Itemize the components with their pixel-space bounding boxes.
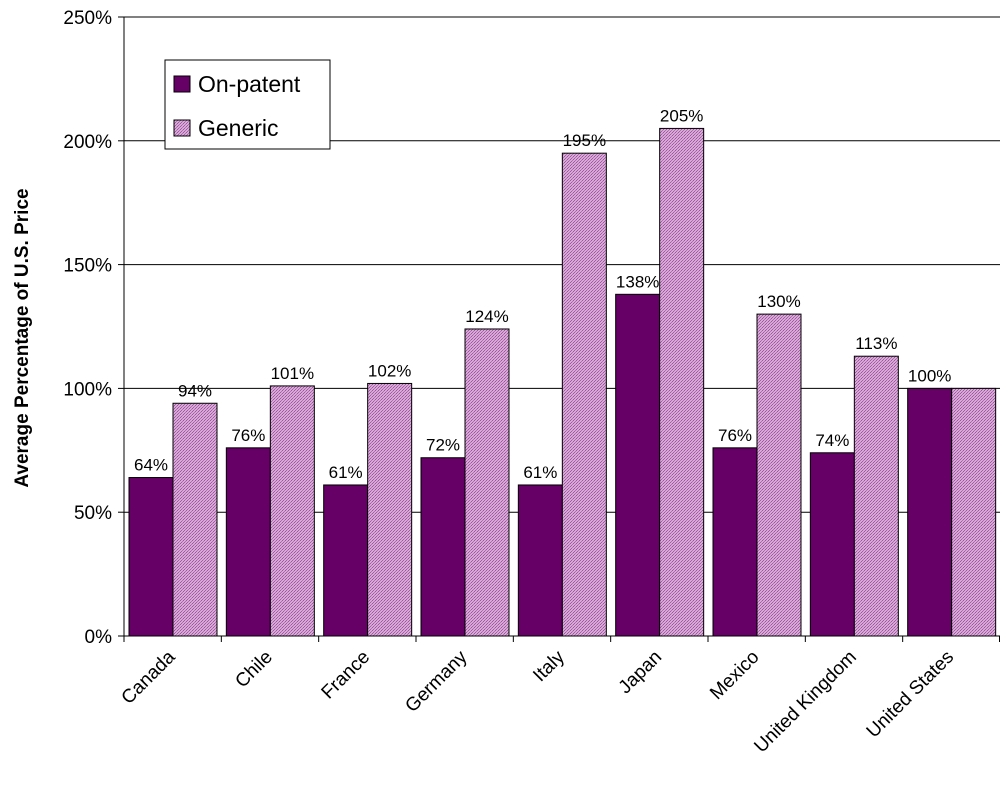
x-tick-label: Canada (118, 646, 180, 708)
y-tick-label: 200% (63, 132, 112, 153)
data-label: 124% (465, 307, 508, 326)
data-labels: 64% 94% 76% 101% 61% 102% 72% 124% 61% 195% 138% 20… (134, 106, 951, 482)
y-tick-label: 50% (74, 503, 112, 524)
data-label: 74% (815, 431, 849, 450)
data-label: 76% (718, 426, 752, 445)
x-tick-label: Mexico (706, 647, 763, 704)
bar-generic (269, 385, 315, 637)
bar-on-patent (323, 484, 369, 637)
data-label: 94% (178, 381, 212, 400)
y-tick-label: 0% (85, 627, 113, 648)
x-tick-label: Japan (615, 647, 666, 698)
bars (128, 127, 997, 637)
y-tick-label: 100% (63, 379, 112, 400)
bar-on-patent (225, 447, 271, 637)
x-tick-label: France (318, 647, 375, 704)
data-label: 101% (271, 364, 314, 383)
data-label: 100% (908, 366, 951, 385)
data-label: 76% (231, 426, 265, 445)
data-label: 64% (134, 456, 168, 475)
data-label: 61% (329, 463, 363, 482)
data-label: 130% (757, 292, 800, 311)
bar-on-patent (517, 484, 563, 637)
bar-on-patent (615, 293, 661, 637)
data-label: 102% (368, 361, 411, 380)
bar-on-patent (809, 452, 855, 637)
legend-label-on-patent: On-patent (198, 71, 301, 97)
bar-on-patent (907, 387, 953, 637)
data-label: 113% (855, 334, 897, 353)
y-tick-label: 250% (63, 8, 112, 29)
legend-box (164, 59, 331, 150)
data-label: 205% (660, 106, 703, 125)
legend-label-generic: Generic (198, 115, 279, 141)
x-tick-label: Italy (529, 646, 569, 686)
x-tick-label: United Kingdom (750, 647, 860, 757)
x-tick-label: United States (863, 647, 959, 743)
y-axis-title: Average Percentage of U.S. Price (12, 188, 33, 487)
bar-generic (853, 355, 899, 637)
bar-generic (172, 402, 218, 637)
legend-swatch-generic (173, 119, 191, 137)
bar-on-patent (420, 457, 466, 637)
data-label: 195% (563, 131, 606, 150)
x-tick-label: Chile (231, 647, 276, 692)
data-label: 72% (426, 436, 460, 455)
legend-swatch-on-patent (173, 75, 191, 93)
bar-generic (951, 387, 997, 637)
data-label: 138% (616, 272, 659, 291)
bar-generic (756, 313, 802, 637)
bar-on-patent (128, 477, 174, 637)
bar-generic (367, 382, 413, 637)
x-tick-label: Germany (401, 646, 471, 716)
y-tick-label: 150% (63, 256, 112, 277)
bar-generic (659, 127, 705, 637)
bar-generic (561, 152, 607, 637)
data-label: 61% (523, 463, 557, 482)
bar-generic (464, 328, 510, 637)
bar-on-patent (712, 447, 758, 637)
legend: On-patent Generic (164, 59, 331, 150)
